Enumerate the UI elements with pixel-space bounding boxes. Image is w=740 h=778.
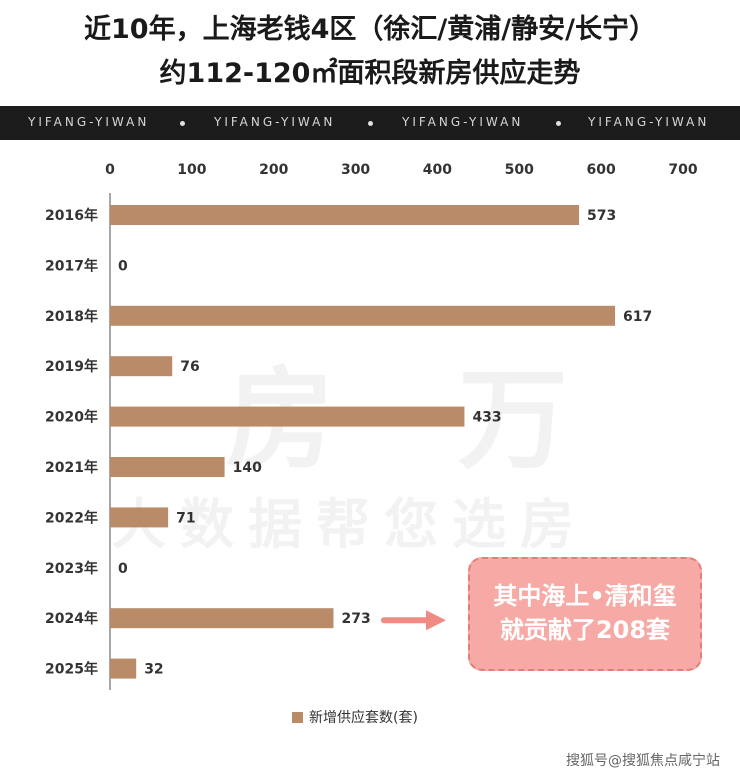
x-tick-label: 400 [423,162,452,178]
chart-legend: 新增供应套数(套) [292,707,418,727]
data-label: 0 [118,258,128,274]
brand-dot [180,121,185,126]
data-label: 433 [472,410,501,426]
brand-text: YIFANG-YIWAN [402,115,524,129]
brand-text: YIFANG-YIWAN [214,115,336,129]
data-label: 140 [233,460,262,476]
brand-dot [556,121,561,126]
chart-title-line2: 约112-120㎡面积段新房供应走势 [159,58,581,89]
y-category-label: 2024年 [45,610,98,627]
brand-bar: YIFANG-YIWAN YIFANG-YIWAN YIFANG-YIWAN Y… [0,106,740,140]
bar [110,305,616,326]
chart-title-line1: 近10年，上海老钱4区（徐汇/黄浦/静安/长宁） [84,14,656,45]
data-label: 273 [341,611,370,627]
callout-line1: 其中海上•清和玺 [493,582,677,610]
data-label: 32 [144,662,163,678]
y-category-label: 2018年 [45,308,98,325]
y-category-label: 2022年 [45,509,98,526]
bar [110,356,173,377]
y-category-label: 2025年 [45,661,98,678]
callout-line2: 就贡献了208套 [499,616,671,644]
y-category-label: 2019年 [45,358,98,375]
watermark-slogan: 大数据帮您选房 [112,493,588,556]
y-category-label: 2023年 [45,560,98,577]
x-tick-label: 100 [177,162,206,178]
brand-text: YIFANG-YIWAN [588,115,710,129]
footer-source: 搜狐号@搜狐焦点咸宁站 [566,753,720,769]
bar [110,205,580,225]
brand-dot [368,121,373,126]
bar [110,507,169,528]
callout-box: 其中海上•清和玺 就贡献了208套 [468,557,702,671]
data-label: 573 [587,208,616,224]
brand-text: YIFANG-YIWAN [28,115,150,129]
legend-label: 新增供应套数(套) [309,710,418,726]
bar [110,658,137,679]
legend-swatch [292,711,303,723]
data-label: 71 [176,510,195,526]
x-tick-label: 0 [105,162,115,178]
arrow-head-icon [426,610,446,631]
x-tick-label: 500 [505,162,534,178]
x-tick-label: 300 [341,162,370,178]
data-label: 0 [118,561,128,577]
y-category-label: 2016年 [45,207,98,224]
bar [110,457,225,477]
data-label: 76 [180,359,199,375]
y-category-label: 2017年 [45,257,98,274]
x-tick-label: 200 [259,162,288,178]
y-category-label: 2020年 [45,409,98,426]
x-tick-label: 600 [587,162,616,178]
data-label: 617 [623,309,652,325]
bar [110,406,465,427]
y-category-label: 2021年 [45,459,98,476]
x-tick-label: 700 [668,162,697,178]
bar [110,608,334,629]
